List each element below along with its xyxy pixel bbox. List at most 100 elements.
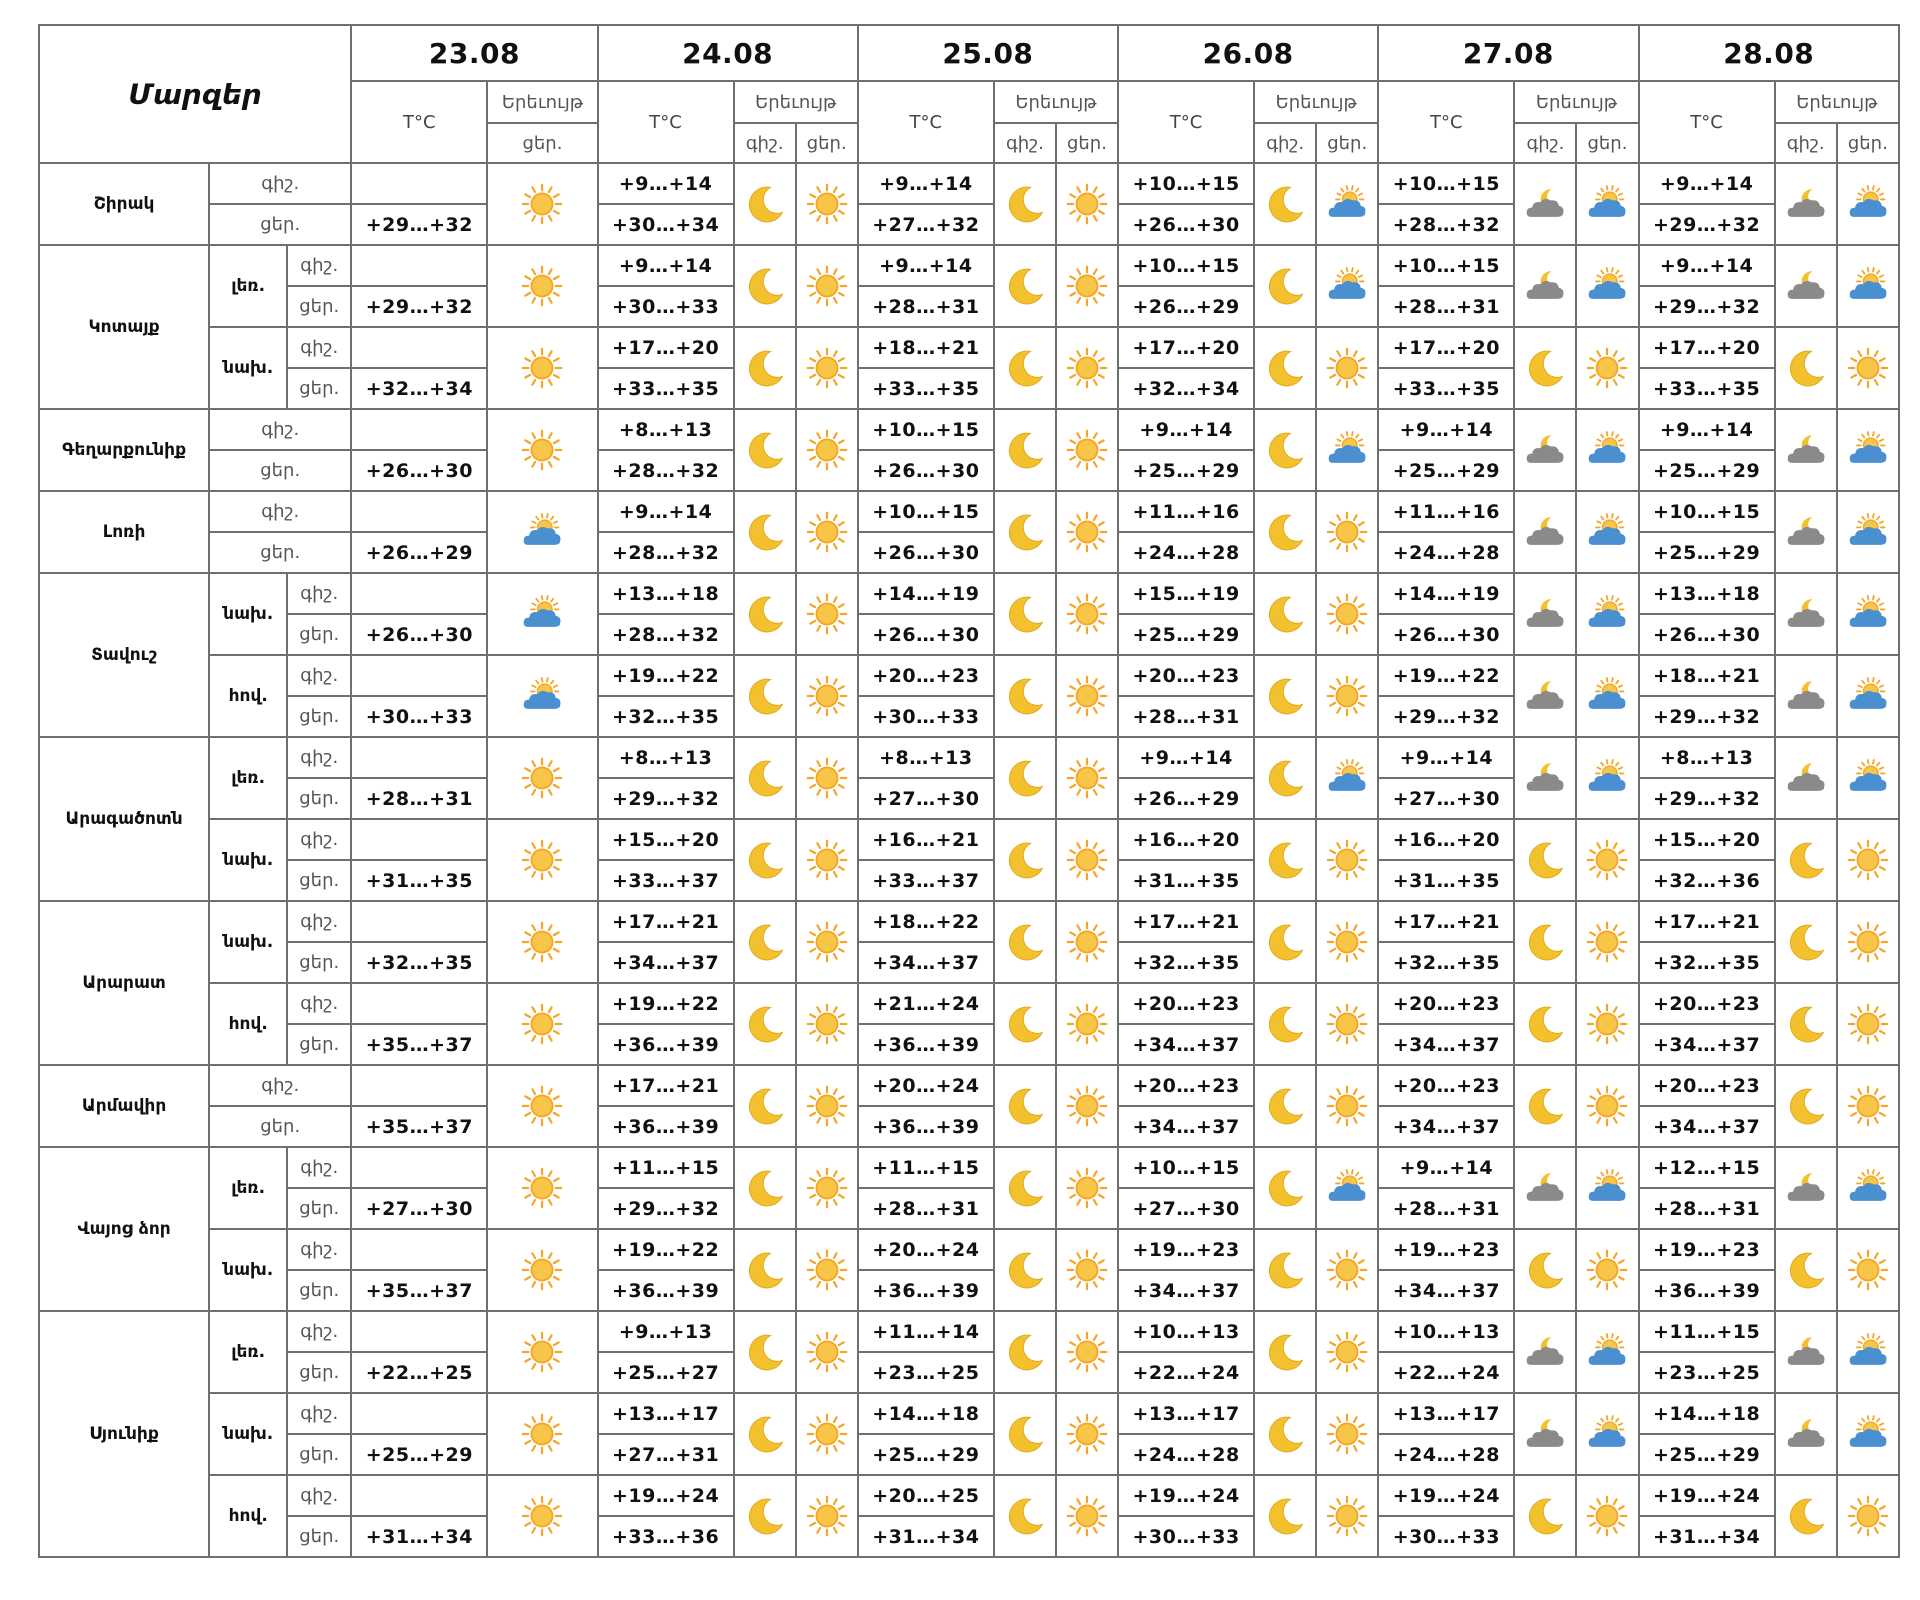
day-temperature: +25…+29 bbox=[856, 1433, 995, 1476]
partly-cloudy-icon bbox=[1575, 1146, 1640, 1230]
sun-icon bbox=[794, 1310, 859, 1394]
day-temperature: +36…+39 bbox=[856, 1023, 995, 1066]
day-temperature: +27…+31 bbox=[596, 1433, 735, 1476]
day-period-label: ցեր. bbox=[208, 449, 353, 492]
sun-icon bbox=[1835, 1228, 1901, 1312]
cloudy-moon-icon bbox=[1787, 1337, 1825, 1365]
day-temperature: +28…+31 bbox=[1377, 1187, 1516, 1230]
partly-cloudy-icon bbox=[524, 513, 561, 545]
night-temperature: +19…+24 bbox=[1117, 1474, 1256, 1517]
moon-icon bbox=[992, 408, 1057, 492]
moon-icon bbox=[1008, 1170, 1044, 1207]
day-temperature: +35…+37 bbox=[350, 1105, 489, 1148]
sun-icon bbox=[486, 244, 599, 328]
moon-icon bbox=[1269, 1334, 1304, 1371]
phenomenon-header: Երեւույթ bbox=[1773, 80, 1901, 124]
cloudy-moon-icon bbox=[1773, 490, 1838, 574]
night-period-label: գիշ. bbox=[208, 408, 353, 451]
moon-icon bbox=[1253, 654, 1318, 738]
moon-icon bbox=[1253, 1474, 1318, 1558]
sun-icon bbox=[1066, 511, 1108, 553]
day-temperature: +29…+32 bbox=[596, 1187, 735, 1230]
day-temperature: +32…+34 bbox=[350, 367, 489, 410]
day-temperature: +34…+37 bbox=[1117, 1105, 1256, 1148]
sun-icon bbox=[486, 736, 599, 820]
day-temperature: +25…+29 bbox=[1637, 1433, 1776, 1476]
partly-cloudy-icon bbox=[1315, 408, 1380, 492]
day-period-label: ցեր. bbox=[286, 367, 353, 410]
moon-icon bbox=[1008, 760, 1044, 797]
moon-icon bbox=[1253, 244, 1318, 328]
sun-icon bbox=[1326, 511, 1368, 553]
sun-icon bbox=[794, 1474, 859, 1558]
night-temperature: +17…+21 bbox=[1637, 900, 1776, 943]
day-temperature: +28…+31 bbox=[856, 1187, 995, 1230]
sun-icon bbox=[486, 1064, 599, 1148]
sun-icon bbox=[1587, 347, 1628, 389]
moon-icon bbox=[992, 654, 1057, 738]
day-period-label: ցեր. bbox=[286, 777, 353, 820]
moon-icon bbox=[732, 162, 797, 246]
cloudy-moon-icon bbox=[1773, 1146, 1838, 1230]
day-period-label: ցեր. bbox=[286, 1269, 353, 1312]
day-temperature: +29…+32 bbox=[350, 203, 489, 246]
sun-icon bbox=[486, 1392, 599, 1476]
moon-icon bbox=[1253, 736, 1318, 820]
sun-icon bbox=[1847, 347, 1889, 389]
moon-icon bbox=[1008, 924, 1044, 961]
partly-cloudy-icon bbox=[1849, 595, 1887, 627]
night-temperature: +9…+14 bbox=[596, 490, 735, 533]
region-name: Շիրակ bbox=[37, 162, 211, 246]
sun-icon bbox=[1066, 347, 1108, 389]
day-temperature: +25…+29 bbox=[1637, 531, 1776, 574]
cloudy-moon-icon bbox=[1787, 681, 1825, 709]
moon-icon bbox=[1253, 490, 1318, 574]
sun-icon bbox=[1315, 1228, 1380, 1312]
moon-icon bbox=[1513, 1228, 1578, 1312]
partly-cloudy-icon bbox=[1835, 244, 1901, 328]
night-temperature bbox=[350, 1146, 489, 1189]
night-temperature: +10…+13 bbox=[1117, 1310, 1256, 1353]
night-temperature: +17…+20 bbox=[1117, 326, 1256, 369]
day-temperature: +32…+35 bbox=[1637, 941, 1776, 984]
sun-icon bbox=[1315, 326, 1380, 410]
zone-name: նախ. bbox=[208, 1392, 289, 1476]
moon-icon bbox=[1269, 1006, 1304, 1043]
sun-icon bbox=[794, 654, 859, 738]
sun-icon bbox=[486, 326, 599, 410]
night-temperature: +17…+21 bbox=[1377, 900, 1516, 943]
day-temperature: +22…+25 bbox=[350, 1351, 489, 1394]
sun-icon bbox=[1066, 839, 1108, 881]
moon-icon bbox=[992, 1392, 1057, 1476]
day-period-label: ցեր. bbox=[286, 941, 353, 984]
night-temperature: +8…+13 bbox=[596, 408, 735, 451]
moon-icon bbox=[732, 900, 797, 984]
sun-icon bbox=[486, 1310, 599, 1394]
moon-icon bbox=[992, 1310, 1057, 1394]
sun-icon bbox=[806, 839, 848, 881]
sun-icon bbox=[1066, 757, 1108, 799]
night-temperature: +18…+21 bbox=[856, 326, 995, 369]
partly-cloudy-icon bbox=[1835, 162, 1901, 246]
day-temperature: +26…+30 bbox=[1637, 613, 1776, 656]
moon-icon bbox=[992, 326, 1057, 410]
day-period-label: ցեր. bbox=[208, 1105, 353, 1148]
partly-cloudy-icon bbox=[1589, 185, 1626, 217]
moon-icon bbox=[1253, 1064, 1318, 1148]
day-temperature: +29…+32 bbox=[350, 285, 489, 328]
day-temperature: +26…+29 bbox=[350, 531, 489, 574]
cloudy-moon-icon bbox=[1513, 654, 1578, 738]
partly-cloudy-icon bbox=[1575, 1392, 1640, 1476]
night-period-label: գիշ. bbox=[286, 1392, 353, 1435]
day-temperature: +25…+29 bbox=[350, 1433, 489, 1476]
day-temperature: +27…+30 bbox=[1117, 1187, 1256, 1230]
moon-icon bbox=[1513, 326, 1578, 410]
partly-cloudy-icon bbox=[1589, 595, 1626, 627]
night-temperature: +14…+19 bbox=[1377, 572, 1516, 615]
night-temperature: +19…+23 bbox=[1377, 1228, 1516, 1271]
night-temperature: +13…+18 bbox=[596, 572, 735, 615]
moon-icon bbox=[1008, 432, 1044, 469]
sun-icon bbox=[522, 839, 563, 881]
night-temperature: +20…+25 bbox=[856, 1474, 995, 1517]
moon-icon bbox=[748, 1252, 784, 1289]
